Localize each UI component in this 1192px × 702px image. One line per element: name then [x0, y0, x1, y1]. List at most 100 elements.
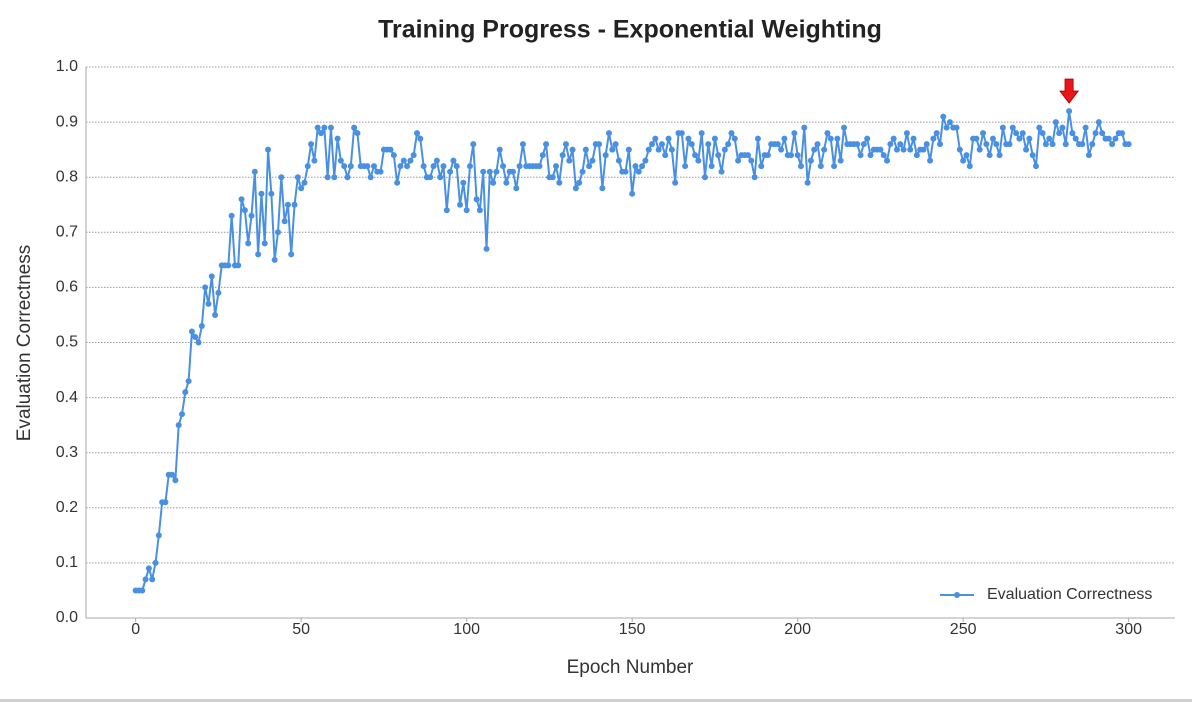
data-point: [745, 152, 752, 159]
data-point: [1119, 130, 1126, 137]
data-point: [480, 168, 487, 175]
data-point: [788, 152, 795, 159]
data-point: [145, 565, 152, 572]
data-point: [354, 130, 361, 137]
data-point: [834, 135, 841, 142]
data-point: [1069, 130, 1076, 137]
data-point: [791, 130, 798, 137]
x-tick-label: 0: [131, 621, 140, 638]
data-point: [599, 185, 606, 192]
data-point: [473, 196, 480, 203]
data-point: [566, 157, 573, 164]
data-point: [811, 146, 818, 153]
x-tick-label: 250: [950, 621, 977, 638]
data-point: [1095, 119, 1102, 126]
data-point: [404, 163, 411, 170]
chart-title: Training Progress - Exponential Weightin…: [378, 16, 882, 44]
data-point: [804, 179, 811, 186]
data-point: [248, 212, 255, 219]
data-point: [301, 179, 308, 186]
data-point: [447, 168, 454, 175]
x-tick-label: 200: [784, 621, 811, 638]
data-point: [235, 262, 242, 269]
data-point: [579, 168, 586, 175]
data-point: [933, 130, 940, 137]
data-point: [721, 146, 728, 153]
data-point: [701, 174, 708, 181]
data-point: [678, 130, 685, 137]
data-point: [215, 289, 222, 296]
data-point: [341, 163, 348, 170]
data-point: [662, 152, 669, 159]
data-point: [364, 163, 371, 170]
data-point: [228, 212, 235, 219]
data-point: [913, 152, 920, 159]
data-point: [642, 157, 649, 164]
data-point: [304, 163, 311, 170]
data-point: [344, 174, 351, 181]
data-point: [1085, 152, 1092, 159]
data-point: [682, 163, 689, 170]
data-point: [615, 157, 622, 164]
data-point: [1013, 130, 1020, 137]
data-point: [427, 174, 434, 181]
data-point: [718, 168, 725, 175]
data-point: [794, 152, 801, 159]
data-point: [245, 240, 252, 247]
data-point: [205, 300, 212, 307]
data-point: [764, 152, 771, 159]
data-point: [711, 135, 718, 142]
data-point: [814, 141, 821, 148]
x-tick-label: 150: [619, 621, 646, 638]
data-point: [900, 146, 907, 153]
y-tick-label: 0.6: [56, 279, 78, 296]
data-point: [1023, 146, 1030, 153]
data-point: [334, 135, 341, 142]
data-point: [390, 152, 397, 159]
data-point: [463, 207, 470, 214]
data-point: [539, 152, 546, 159]
data-point: [314, 124, 321, 131]
data-point: [821, 146, 828, 153]
data-point: [996, 152, 1003, 159]
data-point: [695, 157, 702, 164]
data-point: [860, 141, 867, 148]
x-tick-label: 100: [453, 621, 480, 638]
data-point: [450, 157, 457, 164]
data-point: [986, 152, 993, 159]
data-point: [430, 163, 437, 170]
data-point: [162, 499, 169, 506]
data-point: [562, 141, 569, 148]
data-point: [589, 157, 596, 164]
data-point: [347, 163, 354, 170]
data-point: [1032, 163, 1039, 170]
data-point: [774, 141, 781, 148]
data-point: [715, 152, 722, 159]
data-point: [543, 141, 550, 148]
data-point: [999, 124, 1006, 131]
data-point: [493, 168, 500, 175]
data-point: [397, 163, 404, 170]
data-point: [976, 146, 983, 153]
data-point: [281, 218, 288, 225]
data-point: [920, 146, 927, 153]
data-point: [731, 135, 738, 142]
data-point: [516, 163, 523, 170]
data-point: [1009, 124, 1016, 131]
data-point: [672, 179, 679, 186]
data-point: [271, 256, 278, 263]
data-point: [519, 141, 526, 148]
data-point: [202, 284, 209, 291]
data-point: [1052, 119, 1059, 126]
y-tick-label: 1.0: [56, 58, 78, 75]
data-point: [698, 130, 705, 137]
data-point: [255, 251, 262, 258]
data-point: [185, 378, 192, 385]
data-point: [960, 157, 967, 164]
x-tick-label: 50: [292, 621, 310, 638]
data-point: [884, 157, 891, 164]
data-point: [139, 587, 146, 594]
data-point: [645, 146, 652, 153]
data-point: [754, 135, 761, 142]
